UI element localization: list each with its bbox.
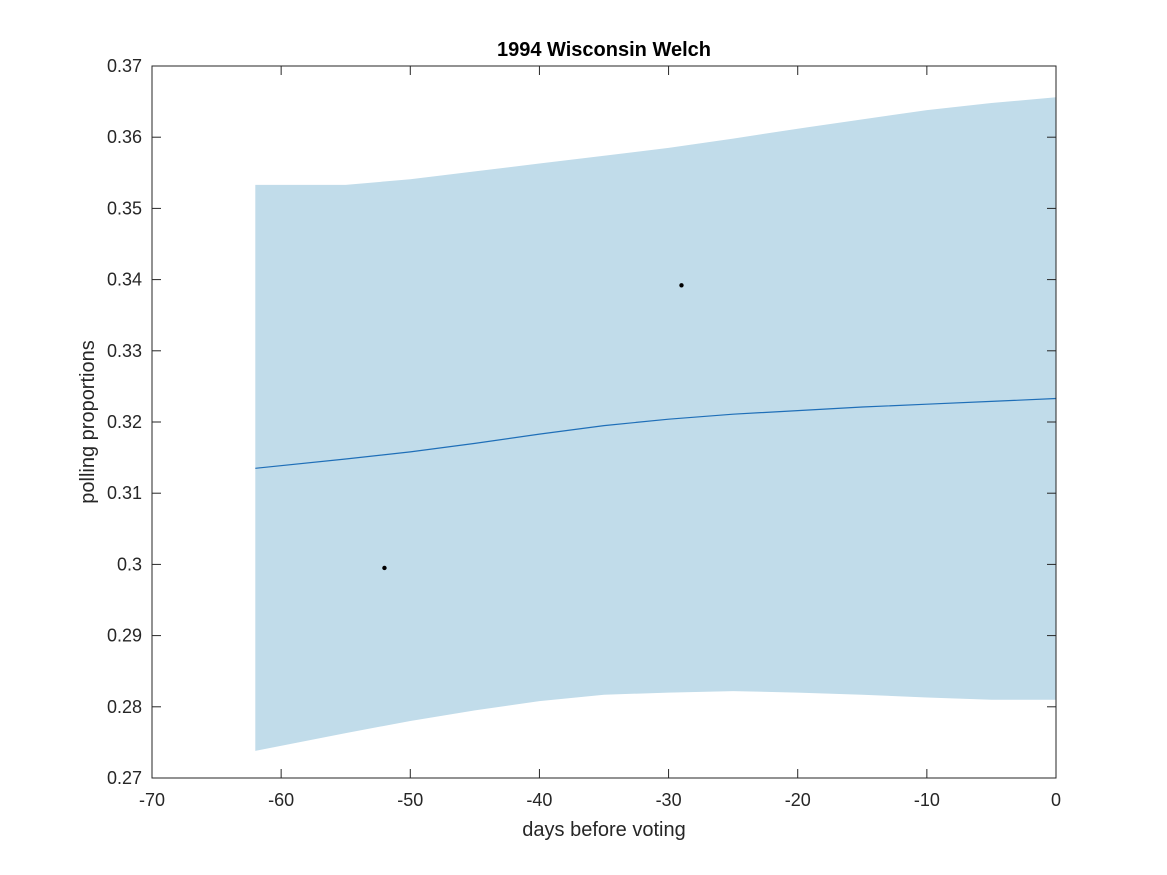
x-tick-label: -60 [268,790,294,810]
ticks: -70 -60 -50 -40 -30 -20 -10 0 0.27 0.28 0.29 0.3 0.3… [107,56,1061,810]
poll-point-1 [679,283,684,288]
confidence-band [255,97,1057,751]
y-tick-label: 0.32 [107,412,142,432]
y-tick-label: 0.35 [107,198,142,218]
y-tick-label: 0.27 [107,768,142,788]
y-tick-label: 0.34 [107,270,142,290]
y-tick-label: 0.36 [107,127,142,147]
x-tick-label: -40 [526,790,552,810]
x-tick-label: -30 [656,790,682,810]
y-tick-label: 0.37 [107,56,142,76]
y-tick-label: 0.3 [117,554,142,574]
y-tick-label: 0.33 [107,341,142,361]
x-tick-label: -70 [139,790,165,810]
plot-content [255,97,1057,751]
x-axis-label: days before voting [522,819,685,841]
trend-line-0 [255,397,1057,469]
chart-title: 1994 Wisconsin Welch [497,39,711,61]
x-tick-label: 0 [1051,790,1061,810]
x-tick-label: -10 [914,790,940,810]
y-tick-label: 0.28 [107,697,142,717]
x-tick-label: -50 [397,790,423,810]
y-tick-label: 0.31 [107,483,142,503]
y-tick-label: 0.29 [107,626,142,646]
x-tick-label: -20 [785,790,811,810]
y-axis-label: polling proportions [77,340,99,503]
poll-point-0 [382,565,387,571]
